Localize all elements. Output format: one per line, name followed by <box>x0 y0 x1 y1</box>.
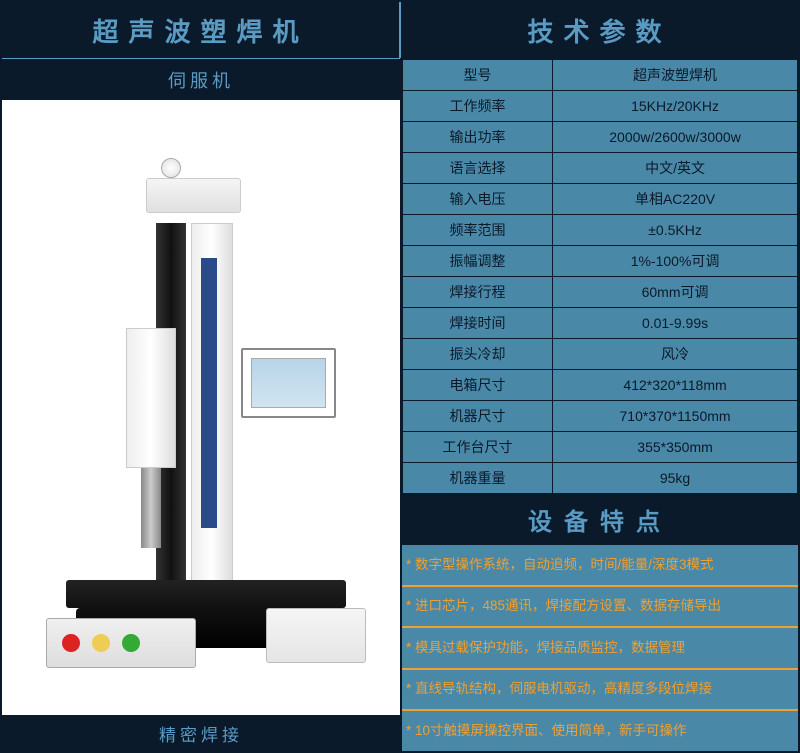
spec-label: 焊接时间 <box>403 308 553 339</box>
feature-item: * 直线导轨结构，伺服电机驱动，高精度多段位焊接 <box>402 668 798 710</box>
spec-label: 工作频率 <box>403 91 553 122</box>
spec-row: 语言选择中文/英文 <box>403 153 798 184</box>
start-button-icon <box>122 634 140 652</box>
right-column: 型号超声波塑焊机工作频率15KHz/20KHz输出功率2000w/2600w/3… <box>402 58 798 751</box>
spec-label: 振幅调整 <box>403 246 553 277</box>
top-header: 超声波塑焊机 技术参数 <box>2 2 798 58</box>
specs-title: 技术参数 <box>401 2 798 58</box>
touchscreen <box>241 348 336 418</box>
spec-value: 风冷 <box>553 339 798 370</box>
product-title: 超声波塑焊机 <box>2 2 401 58</box>
left-column: 伺服机 <box>2 58 402 751</box>
features-title: 设备特点 <box>402 494 798 544</box>
spec-row: 输入电压单相AC220V <box>403 184 798 215</box>
spec-value: 15KHz/20KHz <box>553 91 798 122</box>
spec-row: 机器重量95kg <box>403 463 798 494</box>
product-subtitle: 伺服机 <box>2 58 400 100</box>
spec-label: 输入电压 <box>403 184 553 215</box>
stop-button-icon <box>62 634 80 652</box>
spec-row: 输出功率2000w/2600w/3000w <box>403 122 798 153</box>
spec-row: 频率范围±0.5KHz <box>403 215 798 246</box>
spec-row: 工作台尺寸355*350mm <box>403 432 798 463</box>
spec-value: 2000w/2600w/3000w <box>553 122 798 153</box>
spec-value: 中文/英文 <box>553 153 798 184</box>
spec-label: 输出功率 <box>403 122 553 153</box>
spec-value: 710*370*1150mm <box>553 401 798 432</box>
spec-row: 焊接行程60mm可调 <box>403 277 798 308</box>
spec-label: 机器重量 <box>403 463 553 494</box>
spec-label: 型号 <box>403 60 553 91</box>
spec-value: 412*320*118mm <box>553 370 798 401</box>
spec-label: 电箱尺寸 <box>403 370 553 401</box>
features-list: * 数字型操作系统，自动追频，时间/能量/深度3模式* 进口芯片，485通讯，焊… <box>402 544 798 751</box>
spec-row: 机器尺寸710*370*1150mm <box>403 401 798 432</box>
touchscreen-display <box>251 358 326 408</box>
spec-row: 工作频率15KHz/20KHz <box>403 91 798 122</box>
specifications-table: 型号超声波塑焊机工作频率15KHz/20KHz输出功率2000w/2600w/3… <box>402 59 798 494</box>
control-panel <box>46 618 196 668</box>
product-image-area <box>2 100 400 715</box>
spec-value: 1%-100%可调 <box>553 246 798 277</box>
spec-label: 工作台尺寸 <box>403 432 553 463</box>
machine-top-block <box>146 178 241 213</box>
ultrasonic-horn <box>141 468 161 548</box>
machine-pillar-blue-stripe <box>201 258 217 528</box>
warning-button-icon <box>92 634 110 652</box>
spec-label: 焊接行程 <box>403 277 553 308</box>
welding-head <box>126 328 176 468</box>
spec-value: 95kg <box>553 463 798 494</box>
spec-row: 振头冷却风冷 <box>403 339 798 370</box>
spec-value: 355*350mm <box>553 432 798 463</box>
feature-item: * 进口芯片，485通讯，焊接配方设置、数据存储导出 <box>402 585 798 627</box>
spec-row: 焊接时间0.01-9.99s <box>403 308 798 339</box>
spec-row: 型号超声波塑焊机 <box>403 60 798 91</box>
spec-label: 语言选择 <box>403 153 553 184</box>
feature-item: * 10寸触摸屏操控界面、使用简单，新手可操作 <box>402 709 798 751</box>
pressure-gauge-icon <box>161 158 181 178</box>
spec-value: ±0.5KHz <box>553 215 798 246</box>
spec-label: 频率范围 <box>403 215 553 246</box>
spec-row: 振幅调整1%-100%可调 <box>403 246 798 277</box>
product-footer-label: 精密焊接 <box>2 715 400 751</box>
machine-illustration <box>36 148 366 668</box>
machine-base-upper <box>66 580 346 608</box>
feature-item: * 数字型操作系统，自动追频，时间/能量/深度3模式 <box>402 544 798 585</box>
generator-box <box>266 608 366 663</box>
feature-item: * 模具过载保护功能，焊接品质监控，数据管理 <box>402 626 798 668</box>
spec-label: 机器尺寸 <box>403 401 553 432</box>
spec-value: 超声波塑焊机 <box>553 60 798 91</box>
spec-row: 电箱尺寸412*320*118mm <box>403 370 798 401</box>
product-spec-sheet: 超声波塑焊机 技术参数 伺服机 <box>0 0 800 753</box>
spec-label: 振头冷却 <box>403 339 553 370</box>
body: 伺服机 <box>2 58 798 751</box>
spec-value: 60mm可调 <box>553 277 798 308</box>
spec-value: 0.01-9.99s <box>553 308 798 339</box>
spec-value: 单相AC220V <box>553 184 798 215</box>
